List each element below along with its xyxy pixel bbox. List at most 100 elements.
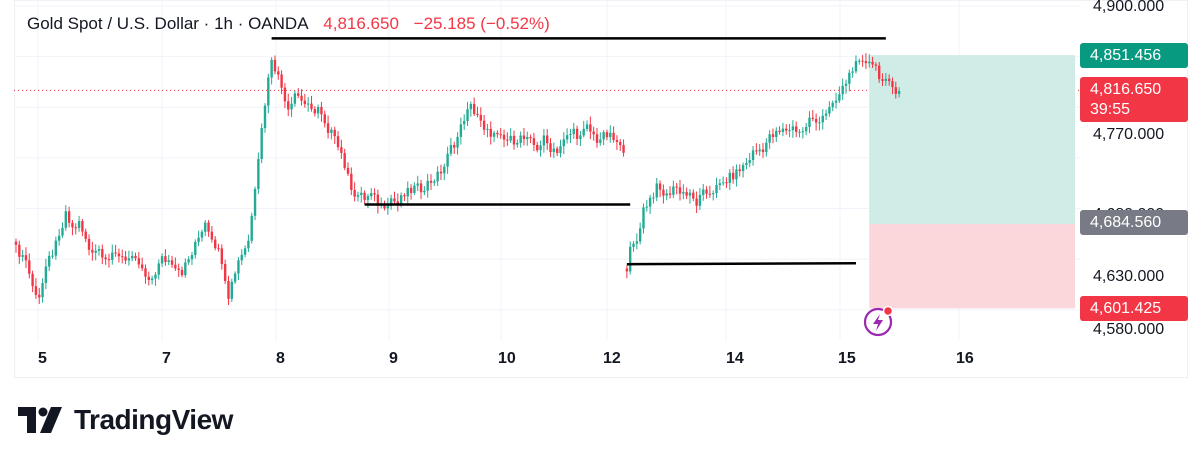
candle-down bbox=[114, 252, 117, 254]
candle-up bbox=[748, 160, 751, 164]
time-label-9: 9 bbox=[389, 350, 398, 367]
candle-down bbox=[353, 189, 356, 197]
candle-up bbox=[572, 128, 575, 135]
candle-up bbox=[157, 263, 160, 275]
candle-down bbox=[496, 132, 499, 135]
candle-down bbox=[74, 227, 77, 229]
time-label-14: 14 bbox=[726, 350, 744, 367]
candle-up bbox=[449, 144, 453, 154]
candle-up bbox=[21, 255, 24, 257]
price-change-value: −25.185 (−0.52%) bbox=[413, 14, 550, 33]
candle-up bbox=[559, 146, 562, 154]
symbol-title[interactable]: Gold Spot / U.S. Dollar · 1h · OANDA bbox=[27, 14, 309, 33]
candle-up bbox=[250, 215, 253, 241]
price-label-4630: 4,630.000 bbox=[1093, 268, 1165, 285]
candle-down bbox=[476, 113, 479, 115]
candle-up bbox=[426, 180, 429, 191]
candle-down bbox=[67, 211, 71, 223]
candle-down bbox=[546, 135, 549, 144]
candle-up bbox=[824, 113, 828, 116]
candle-down bbox=[506, 139, 509, 141]
candle-up bbox=[389, 198, 393, 206]
candle-up bbox=[131, 255, 134, 259]
candle-up bbox=[370, 193, 373, 197]
candle-down bbox=[605, 132, 609, 138]
candle-up bbox=[838, 94, 841, 101]
symbol-legend[interactable]: Gold Spot / U.S. Dollar · 1h · OANDA 4,8… bbox=[27, 14, 560, 34]
candle-up bbox=[552, 148, 556, 153]
candle-up bbox=[682, 192, 685, 194]
candle-down bbox=[383, 205, 386, 209]
candle-up bbox=[167, 260, 170, 262]
candle-down bbox=[287, 101, 290, 110]
candle-up bbox=[609, 132, 612, 138]
candle-up bbox=[765, 142, 768, 153]
candle-up bbox=[360, 192, 363, 196]
candle-down bbox=[589, 124, 592, 132]
price-label-top: 4,900.000 bbox=[1093, 0, 1165, 15]
candle-down bbox=[738, 169, 741, 172]
candle-down bbox=[619, 142, 622, 146]
candle-up bbox=[768, 134, 771, 143]
tradingview-brand[interactable]: TradingView bbox=[18, 404, 233, 436]
candle-up bbox=[416, 183, 419, 186]
candle-down bbox=[117, 253, 121, 257]
tradingview-logo-icon bbox=[18, 407, 62, 433]
candle-down bbox=[403, 195, 406, 197]
candle-up bbox=[848, 72, 851, 84]
candle-down bbox=[277, 71, 280, 75]
candle-down bbox=[685, 192, 688, 196]
candle-down bbox=[346, 167, 350, 174]
candle-down bbox=[14, 241, 18, 245]
candle-down bbox=[871, 61, 874, 65]
candle-up bbox=[469, 103, 473, 110]
candle-down bbox=[210, 231, 214, 240]
target-zone bbox=[869, 55, 1076, 225]
candle-down bbox=[891, 81, 894, 88]
chart-svg[interactable] bbox=[14, 0, 1188, 378]
candle-up bbox=[316, 106, 320, 114]
candle-down bbox=[725, 182, 728, 184]
candle-up bbox=[562, 139, 565, 147]
candle-up bbox=[290, 103, 293, 110]
candle-up bbox=[61, 227, 64, 236]
candle-down bbox=[376, 194, 380, 206]
candle-down bbox=[625, 268, 629, 272]
candle-down bbox=[453, 144, 456, 148]
candle-up bbox=[406, 187, 409, 197]
candle-down bbox=[761, 149, 765, 153]
candle-down bbox=[678, 187, 682, 194]
candle-up bbox=[751, 150, 755, 161]
candle-down bbox=[180, 269, 184, 276]
candle-down bbox=[887, 78, 891, 82]
candle-up bbox=[629, 246, 632, 272]
candle-down bbox=[220, 248, 224, 265]
candle-down bbox=[555, 148, 559, 154]
candle-up bbox=[698, 194, 702, 206]
chart-frame[interactable] bbox=[14, 0, 1188, 378]
candle-down bbox=[499, 134, 502, 136]
candle-down bbox=[38, 294, 41, 298]
time-label-16: 16 bbox=[956, 350, 974, 367]
candle-down bbox=[310, 103, 313, 110]
candle-up bbox=[579, 135, 582, 139]
candle-down bbox=[662, 189, 665, 196]
candle-up bbox=[741, 165, 745, 172]
candle-down bbox=[320, 106, 323, 115]
candle-down bbox=[336, 136, 340, 148]
candle-up bbox=[565, 135, 569, 140]
candle-down bbox=[439, 171, 443, 174]
candle-up bbox=[801, 131, 805, 133]
candle-down bbox=[502, 134, 506, 140]
candle-down bbox=[695, 198, 698, 206]
candle-up bbox=[718, 183, 722, 186]
candle-down bbox=[595, 134, 599, 143]
time-label-12: 12 bbox=[603, 350, 621, 367]
candle-down bbox=[878, 65, 881, 80]
position-zones bbox=[869, 55, 1076, 309]
candle-down bbox=[140, 264, 144, 269]
candle-up bbox=[828, 107, 831, 114]
candle-up bbox=[366, 196, 370, 200]
candle-up bbox=[293, 93, 297, 104]
lightning-alert-icon[interactable] bbox=[862, 305, 896, 344]
